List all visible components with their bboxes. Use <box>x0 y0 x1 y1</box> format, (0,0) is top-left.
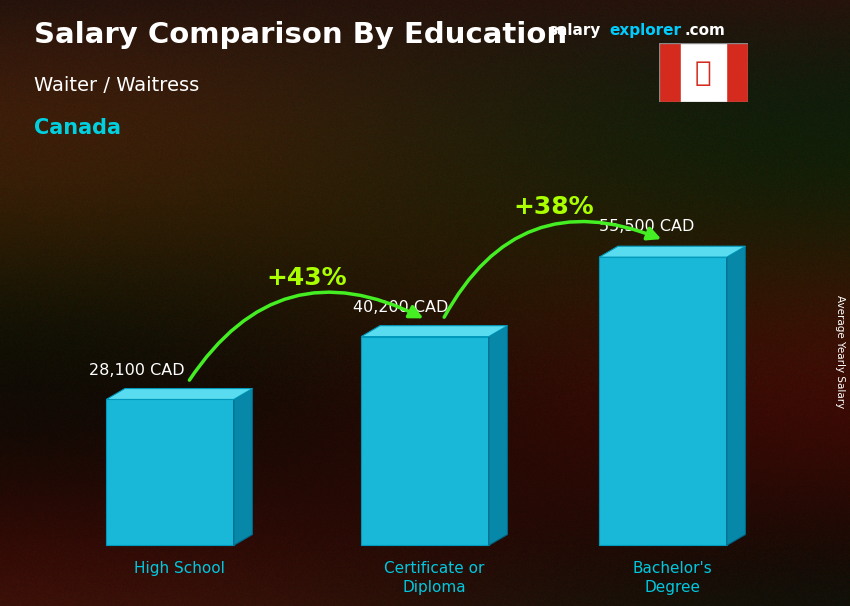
Polygon shape <box>106 388 252 399</box>
Bar <box>726 43 748 102</box>
Polygon shape <box>599 246 745 257</box>
Text: High School: High School <box>134 561 224 576</box>
Text: .com: .com <box>684 23 725 38</box>
Polygon shape <box>106 399 234 545</box>
Text: Bachelor's
Degree: Bachelor's Degree <box>632 561 712 595</box>
Text: Certificate or
Diploma: Certificate or Diploma <box>384 561 484 595</box>
Text: Waiter / Waitress: Waiter / Waitress <box>34 76 199 95</box>
Text: 🍁: 🍁 <box>695 59 711 87</box>
Polygon shape <box>361 325 507 336</box>
Text: 55,500 CAD: 55,500 CAD <box>599 219 694 234</box>
Text: explorer: explorer <box>609 23 682 38</box>
Text: Average Yearly Salary: Average Yearly Salary <box>835 295 845 408</box>
Text: 40,200 CAD: 40,200 CAD <box>353 301 448 315</box>
Bar <box>681 43 726 102</box>
Text: salary: salary <box>548 23 601 38</box>
Bar <box>659 43 681 102</box>
Text: Salary Comparison By Education: Salary Comparison By Education <box>34 21 567 49</box>
Polygon shape <box>727 246 745 545</box>
Text: +43%: +43% <box>267 266 347 290</box>
Polygon shape <box>489 325 507 545</box>
Polygon shape <box>361 336 489 545</box>
FancyArrowPatch shape <box>445 222 658 317</box>
Text: +38%: +38% <box>513 195 593 219</box>
FancyArrowPatch shape <box>190 292 420 380</box>
Text: Canada: Canada <box>34 118 121 138</box>
Polygon shape <box>234 388 252 545</box>
Polygon shape <box>599 257 727 545</box>
Text: 28,100 CAD: 28,100 CAD <box>89 363 184 378</box>
